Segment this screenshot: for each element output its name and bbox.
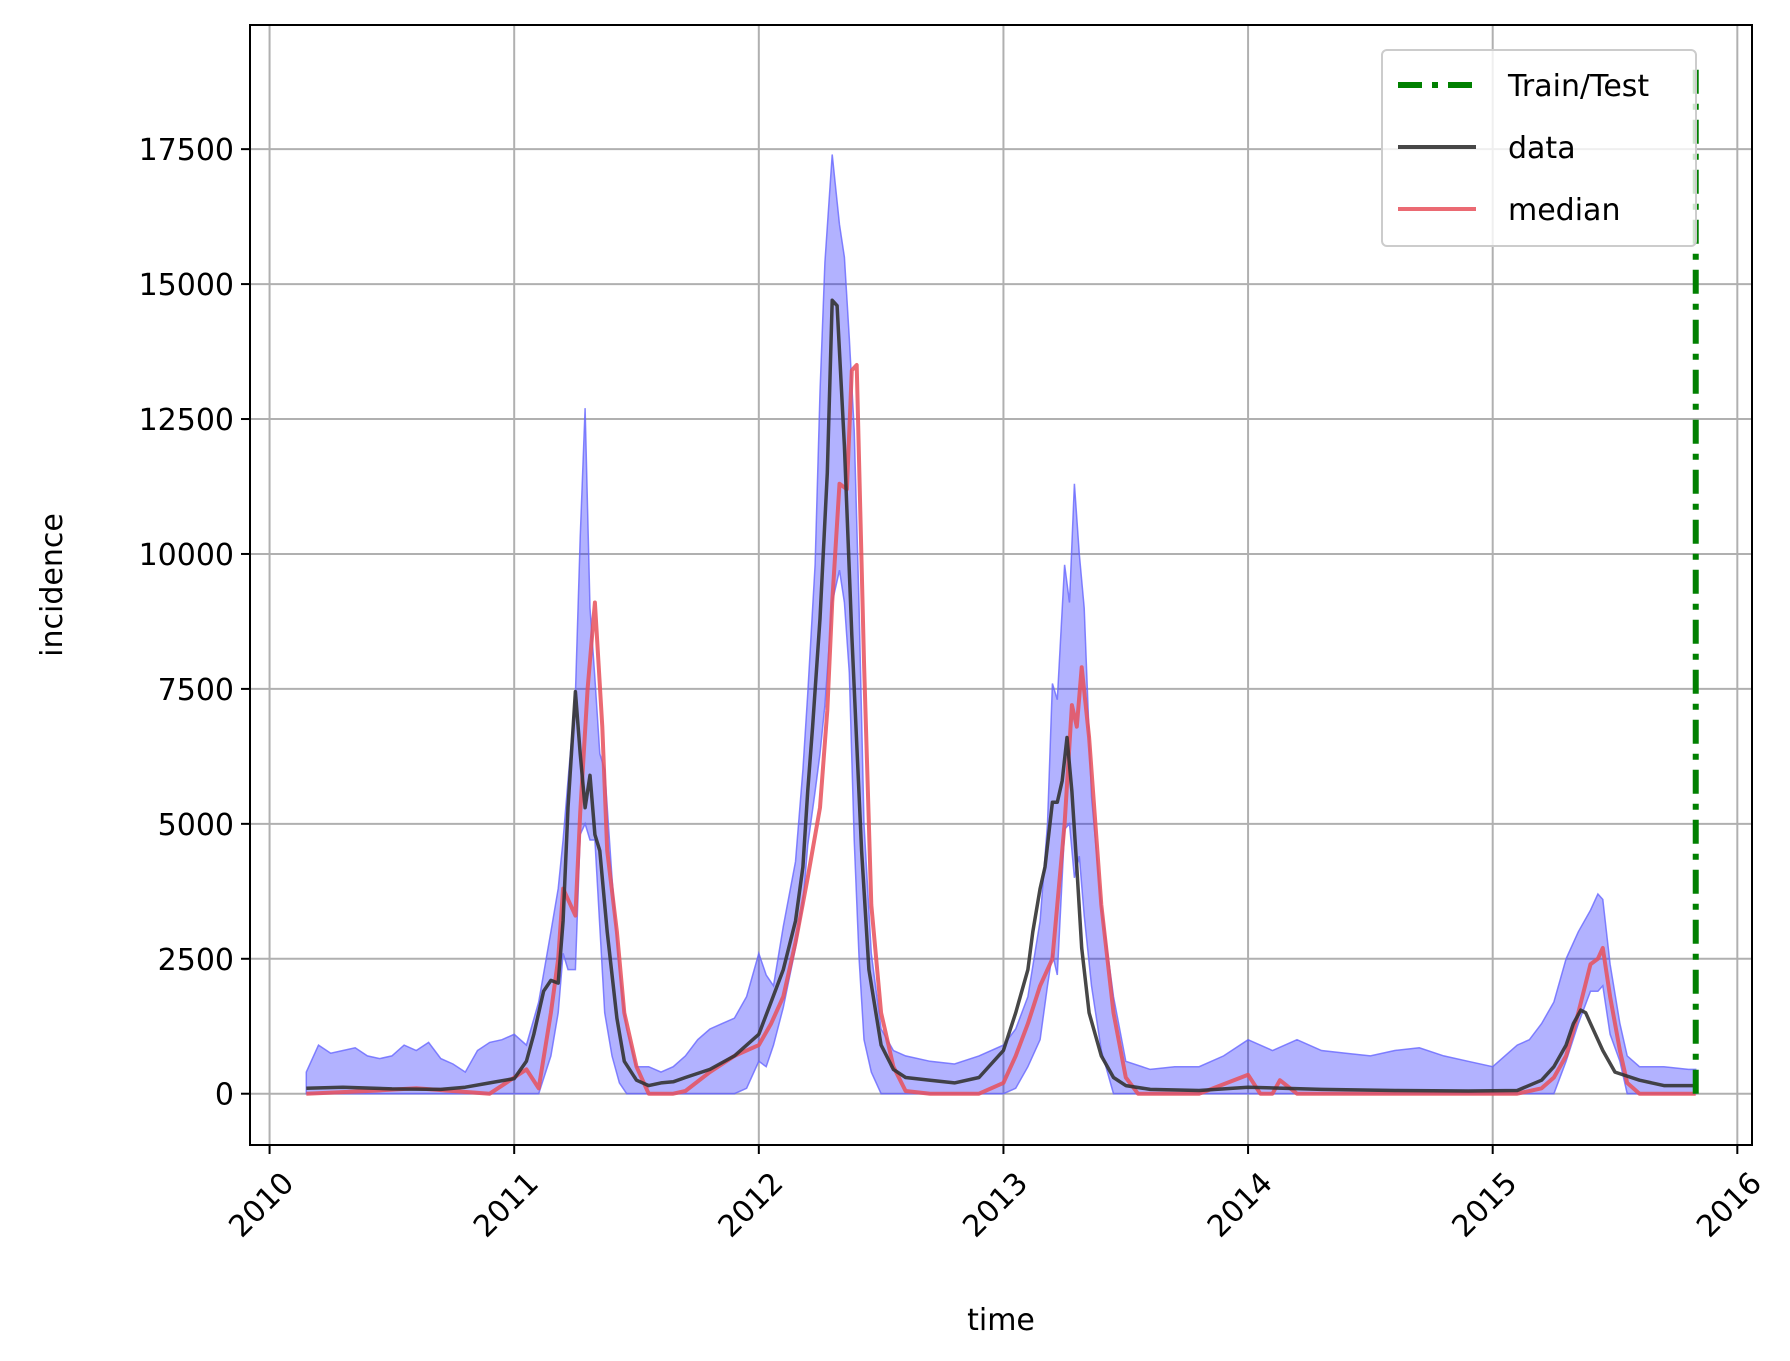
y-axis-ticks: 0 2500 5000 7500 10000 12500 15000 17500 — [139, 133, 250, 1113]
x-tick-label: 2013 — [956, 1166, 1035, 1245]
y-tick-label: 15000 — [139, 268, 234, 303]
series-lines — [306, 298, 1696, 1096]
legend: Train/Test data median — [1381, 49, 1697, 247]
y-tick-label: 0 — [215, 1078, 234, 1113]
x-tick-label: 2016 — [1690, 1166, 1769, 1245]
x-tick-label: 2015 — [1446, 1166, 1525, 1245]
x-tick-label: 2012 — [712, 1166, 791, 1245]
y-axis-label: incidence — [35, 513, 70, 657]
y-tick-label: 17500 — [139, 133, 234, 168]
y-tick-label: 12500 — [139, 403, 234, 438]
legend-label-data: data — [1508, 131, 1576, 166]
y-tick-label: 10000 — [139, 538, 234, 573]
x-tick-label: 2011 — [467, 1166, 546, 1245]
x-axis-label: time — [967, 1303, 1035, 1338]
y-tick-label: 2500 — [158, 943, 234, 978]
y-tick-label: 7500 — [158, 673, 234, 708]
legend-label-median: median — [1508, 193, 1620, 228]
y-tick-label: 5000 — [158, 808, 234, 843]
plot-frame — [249, 24, 1753, 1146]
series-line-data — [306, 298, 1696, 1093]
legend-box — [1381, 49, 1697, 247]
x-tick-label: 2014 — [1201, 1166, 1280, 1245]
x-tick-label: 2010 — [222, 1166, 301, 1245]
legend-label-train-test: Train/Test — [1507, 69, 1649, 104]
x-axis-ticks: 2010 2011 2012 2013 2014 2015 2016 — [222, 1145, 1769, 1245]
